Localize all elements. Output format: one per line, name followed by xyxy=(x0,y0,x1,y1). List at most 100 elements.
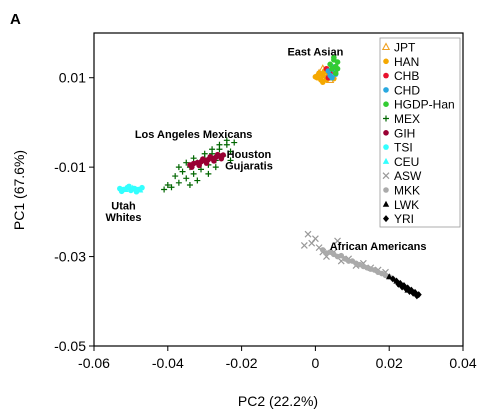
data-point xyxy=(194,177,201,184)
legend-marker xyxy=(383,215,389,223)
legend-item: LWK xyxy=(382,198,419,212)
data-point xyxy=(126,183,132,190)
series-gih xyxy=(187,151,226,170)
legend-item: CHD xyxy=(383,83,420,97)
data-point xyxy=(168,184,175,191)
legend-marker xyxy=(383,72,389,79)
legend: JPTHANCHBCHDHGDP-HanMEXGIHTSICEUASWMKKLW… xyxy=(379,37,461,228)
data-point xyxy=(118,188,125,195)
legend-marker xyxy=(382,200,390,207)
legend-item: TSI xyxy=(383,141,413,155)
data-point xyxy=(231,139,238,146)
data-point xyxy=(331,54,337,61)
data-point xyxy=(122,186,129,192)
annotation-label: African Americans xyxy=(330,241,427,253)
data-point xyxy=(375,269,381,276)
annotation-label: Whites xyxy=(105,212,141,224)
legend-label: LWK xyxy=(394,198,419,212)
legend-box xyxy=(379,37,461,228)
legend-item: ASW xyxy=(382,169,422,183)
data-point xyxy=(227,148,234,155)
data-point xyxy=(300,241,308,249)
x-tick-label: -0.06 xyxy=(78,355,110,371)
annotation-label: Houston xyxy=(227,149,272,161)
legend-label: MEX xyxy=(394,112,420,126)
data-point xyxy=(211,158,217,164)
data-point xyxy=(353,260,359,267)
data-point xyxy=(136,186,144,193)
data-point xyxy=(319,72,326,79)
data-point xyxy=(179,168,186,175)
data-point xyxy=(323,250,330,256)
data-point xyxy=(164,182,171,189)
data-point xyxy=(207,154,214,160)
legend-marker xyxy=(383,87,389,93)
x-tick-label: 0.04 xyxy=(449,355,476,371)
data-point xyxy=(334,65,341,72)
data-point xyxy=(338,252,345,259)
data-point xyxy=(319,247,326,253)
legend-item: HGDP-Han xyxy=(383,98,455,112)
legend-label: HGDP-Han xyxy=(394,98,455,112)
series-ceu xyxy=(122,184,144,193)
legend-item: HAN xyxy=(383,55,419,69)
data-point xyxy=(312,74,319,80)
x-tick-label: 0.02 xyxy=(376,355,403,371)
legend-marker xyxy=(383,58,389,65)
data-point xyxy=(175,179,182,186)
legend-item: GIH xyxy=(383,126,415,140)
data-point xyxy=(329,74,335,81)
annotation-label: Los Angeles Mexicans xyxy=(135,129,253,141)
data-point xyxy=(304,230,312,238)
legend-marker xyxy=(381,42,391,51)
data-point xyxy=(203,160,210,166)
data-point xyxy=(319,79,326,85)
annotation-label: Utah xyxy=(111,201,136,213)
legend-item: MEX xyxy=(383,112,420,126)
data-point xyxy=(367,266,374,272)
legend-label: ASW xyxy=(394,169,422,183)
legend-item: MKK xyxy=(383,184,420,198)
legend-marker xyxy=(383,187,389,193)
legend-item: YRI xyxy=(383,212,414,226)
data-point xyxy=(186,182,193,189)
data-point xyxy=(345,258,352,264)
data-point xyxy=(327,61,333,68)
legend-label: JPT xyxy=(394,41,416,55)
series-mkk xyxy=(319,247,396,282)
legend-label: CHB xyxy=(394,69,419,83)
data-point xyxy=(386,273,393,280)
y-tick-label: -0.01 xyxy=(54,159,86,175)
legend-label: TSI xyxy=(394,141,413,155)
data-point xyxy=(172,173,179,180)
legend-marker xyxy=(383,144,389,150)
y-tick-label: -0.03 xyxy=(54,249,86,265)
data-point xyxy=(200,156,206,162)
y-tick-label: -0.05 xyxy=(54,338,86,354)
data-point xyxy=(190,170,197,177)
legend-marker xyxy=(383,130,389,136)
data-point xyxy=(360,263,367,270)
legend-item: CEU xyxy=(382,155,419,169)
legend-item: JPT xyxy=(381,41,416,55)
legend-item: CHB xyxy=(383,69,419,83)
annotation-label: Gujaratis xyxy=(225,160,273,172)
annotation-label: East Asian xyxy=(287,46,343,58)
legend-label: YRI xyxy=(394,212,414,226)
legend-label: CEU xyxy=(394,155,419,169)
panel-label: A xyxy=(10,11,21,28)
plot-frame xyxy=(93,32,464,347)
data-point xyxy=(332,70,339,77)
data-point xyxy=(382,272,389,279)
legend-label: CHD xyxy=(394,83,420,97)
legend-marker xyxy=(382,172,390,180)
legend-marker xyxy=(383,115,389,122)
data-point xyxy=(209,146,216,153)
data-point xyxy=(214,151,221,158)
data-point xyxy=(161,186,168,193)
x-axis-label: PC2 (22.2%) xyxy=(238,393,318,409)
legend-label: GIH xyxy=(394,126,415,140)
data-point xyxy=(223,137,230,144)
y-axis-label: PC1 (67.6%) xyxy=(11,150,27,230)
